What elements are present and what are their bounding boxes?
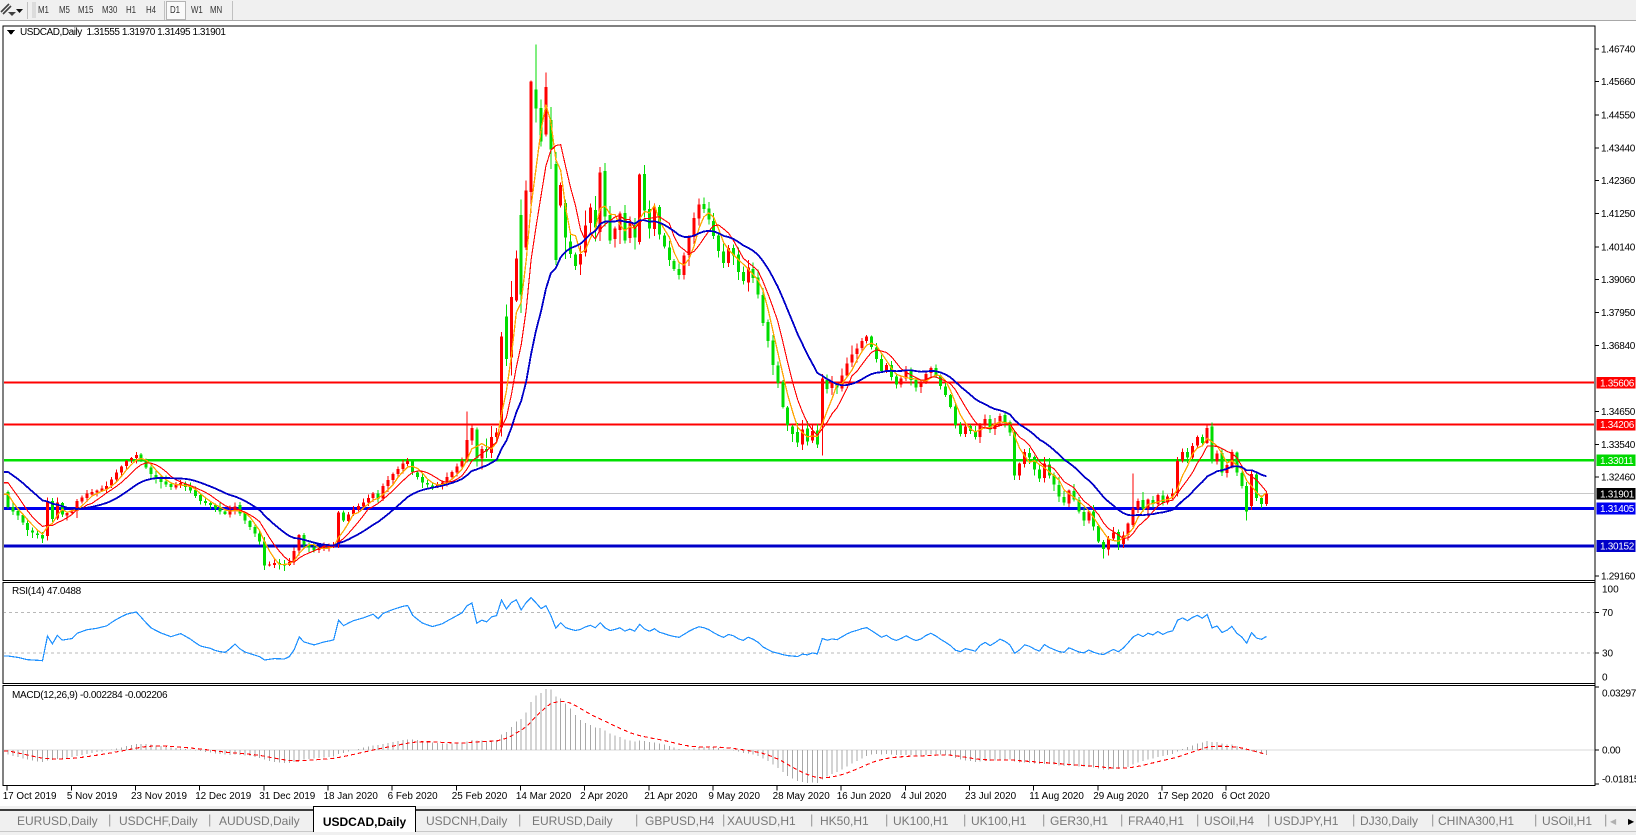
svg-text:17 Sep 2020: 17 Sep 2020 bbox=[1158, 791, 1215, 802]
svg-text:30: 30 bbox=[1602, 649, 1614, 660]
svg-text:0: 0 bbox=[1602, 673, 1608, 684]
svg-text:1.40140: 1.40140 bbox=[1601, 242, 1636, 253]
svg-text:28 May 2020: 28 May 2020 bbox=[773, 791, 831, 802]
svg-text:25 Feb 2020: 25 Feb 2020 bbox=[452, 791, 508, 802]
svg-text:31 Dec 2019: 31 Dec 2019 bbox=[259, 791, 316, 802]
svg-text:16 Jun 2020: 16 Jun 2020 bbox=[837, 791, 892, 802]
svg-text:29 Aug 2020: 29 Aug 2020 bbox=[1093, 791, 1149, 802]
svg-text:14 Mar 2020: 14 Mar 2020 bbox=[516, 791, 572, 802]
svg-text:1.36840: 1.36840 bbox=[1601, 341, 1636, 352]
svg-text:5 Nov 2019: 5 Nov 2019 bbox=[67, 791, 118, 802]
svg-text:1.34206: 1.34206 bbox=[1600, 420, 1635, 431]
svg-text:11 Aug 2020: 11 Aug 2020 bbox=[1029, 791, 1084, 802]
svg-text:4 Jul 2020: 4 Jul 2020 bbox=[901, 791, 947, 802]
svg-text:1.41250: 1.41250 bbox=[1601, 209, 1636, 220]
svg-text:MACD(12,26,9) -0.002284 -0.002: MACD(12,26,9) -0.002284 -0.002206 bbox=[12, 690, 168, 701]
svg-text:0.032972: 0.032972 bbox=[1602, 689, 1636, 700]
svg-text:USDCAD,Daily 1.31555 1.31970: USDCAD,Daily 1.31555 1.31970 1.31495 1.3… bbox=[20, 27, 226, 38]
svg-text:-0.018154: -0.018154 bbox=[1602, 775, 1636, 786]
svg-text:1.30152: 1.30152 bbox=[1600, 542, 1635, 553]
svg-text:6 Feb 2020: 6 Feb 2020 bbox=[388, 791, 438, 802]
svg-text:2 Apr 2020: 2 Apr 2020 bbox=[580, 791, 628, 802]
svg-text:1.32460: 1.32460 bbox=[1601, 472, 1636, 483]
svg-text:6 Oct 2020: 6 Oct 2020 bbox=[1222, 791, 1271, 802]
svg-text:1.31405: 1.31405 bbox=[1600, 504, 1635, 515]
svg-text:1.44550: 1.44550 bbox=[1601, 110, 1636, 121]
svg-text:12 Dec 2019: 12 Dec 2019 bbox=[195, 791, 252, 802]
svg-text:1.43440: 1.43440 bbox=[1601, 144, 1636, 155]
svg-text:17 Oct 2019: 17 Oct 2019 bbox=[3, 791, 57, 802]
svg-text:1.33011: 1.33011 bbox=[1600, 456, 1634, 467]
svg-text:1.33540: 1.33540 bbox=[1601, 440, 1636, 451]
svg-text:1.29160: 1.29160 bbox=[1601, 571, 1636, 582]
svg-text:9 May 2020: 9 May 2020 bbox=[708, 791, 760, 802]
svg-text:100: 100 bbox=[1602, 585, 1619, 596]
svg-text:23 Nov 2019: 23 Nov 2019 bbox=[131, 791, 188, 802]
svg-text:1.39060: 1.39060 bbox=[1601, 275, 1636, 286]
svg-text:0.00: 0.00 bbox=[1602, 746, 1621, 757]
svg-text:1.34650: 1.34650 bbox=[1601, 407, 1636, 418]
svg-text:70: 70 bbox=[1602, 608, 1614, 619]
svg-text:18 Jan 2020: 18 Jan 2020 bbox=[324, 791, 379, 802]
svg-text:21 Apr 2020: 21 Apr 2020 bbox=[644, 791, 698, 802]
svg-text:1.31901: 1.31901 bbox=[1600, 489, 1635, 500]
svg-text:1.42360: 1.42360 bbox=[1601, 176, 1636, 187]
svg-text:1.46740: 1.46740 bbox=[1601, 45, 1636, 56]
svg-text:1.45660: 1.45660 bbox=[1601, 77, 1636, 88]
svg-text:RSI(14) 47.0488: RSI(14) 47.0488 bbox=[12, 586, 82, 597]
svg-text:23 Jul 2020: 23 Jul 2020 bbox=[965, 791, 1017, 802]
svg-text:1.37950: 1.37950 bbox=[1601, 308, 1636, 319]
svg-text:1.35606: 1.35606 bbox=[1600, 378, 1635, 389]
